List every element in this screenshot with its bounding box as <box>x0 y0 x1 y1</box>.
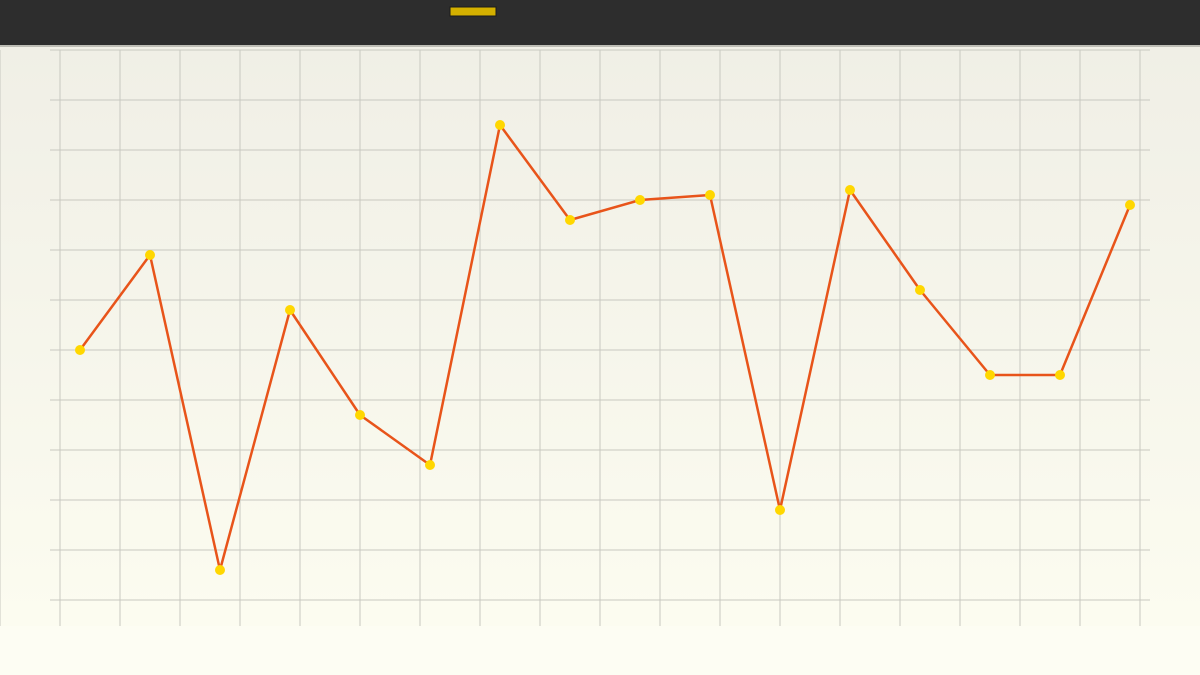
marker <box>775 505 785 515</box>
marker <box>1055 370 1065 380</box>
marker <box>145 250 155 260</box>
grid <box>0 49 1150 626</box>
header-border <box>0 45 1200 47</box>
marker <box>355 410 365 420</box>
marker <box>495 120 505 130</box>
marker <box>915 285 925 295</box>
title-placeholder <box>449 6 497 17</box>
marker <box>1125 200 1135 210</box>
marker <box>985 370 995 380</box>
marker <box>635 195 645 205</box>
line <box>78 123 1132 572</box>
marker <box>565 215 575 225</box>
marker <box>705 190 715 200</box>
marker <box>845 185 855 195</box>
plot <box>75 120 1135 575</box>
marker <box>425 460 435 470</box>
marker <box>215 565 225 575</box>
marker <box>75 345 85 355</box>
marker <box>285 305 295 315</box>
header-bar <box>0 0 1200 45</box>
